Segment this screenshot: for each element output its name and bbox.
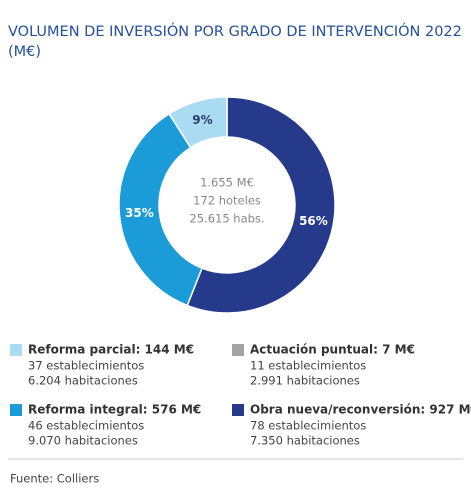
- legend-detail: 7.350 habitaciones: [250, 434, 360, 448]
- legend-label: Reforma integral: 576 M€: [28, 403, 201, 417]
- data-label: 9%: [192, 113, 212, 127]
- legend-label: Actuación puntual: 7 M€: [250, 343, 415, 357]
- legend-detail: 37 establecimientos: [28, 359, 144, 373]
- donut-segment: [118, 112, 203, 307]
- data-label: 56%: [299, 214, 328, 228]
- legend-detail: 2.991 habitaciones: [250, 374, 360, 388]
- legend-detail: 6.204 habitaciones: [28, 374, 138, 388]
- chart-title: VOLUMEN DE INVERSIÓN POR GRADO DE INTERV…: [8, 22, 462, 40]
- legend-swatch: [10, 404, 22, 416]
- center-label: 172 hoteles: [193, 194, 261, 208]
- legend-label: Obra nueva/reconversión: 927 M€: [250, 403, 471, 417]
- legend-detail: 78 establecimientos: [250, 419, 366, 433]
- chart-title: (M€): [8, 44, 41, 60]
- legend-detail: 46 establecimientos: [28, 419, 144, 433]
- data-label: 35%: [125, 206, 154, 220]
- legend-detail: 9.070 habitaciones: [28, 434, 138, 448]
- center-label: 25.615 habs.: [189, 212, 264, 226]
- legend-label: Reforma parcial: 144 M€: [28, 343, 194, 357]
- legend-detail: 11 establecimientos: [250, 359, 366, 373]
- center-label: 1.655 M€: [200, 176, 254, 190]
- donut-segment: [186, 96, 336, 314]
- donut-segment: [168, 96, 228, 149]
- legend-swatch: [10, 344, 22, 356]
- source: Fuente: Colliers: [10, 472, 99, 486]
- legend-swatch: [232, 404, 244, 416]
- legend-swatch: [232, 344, 244, 356]
